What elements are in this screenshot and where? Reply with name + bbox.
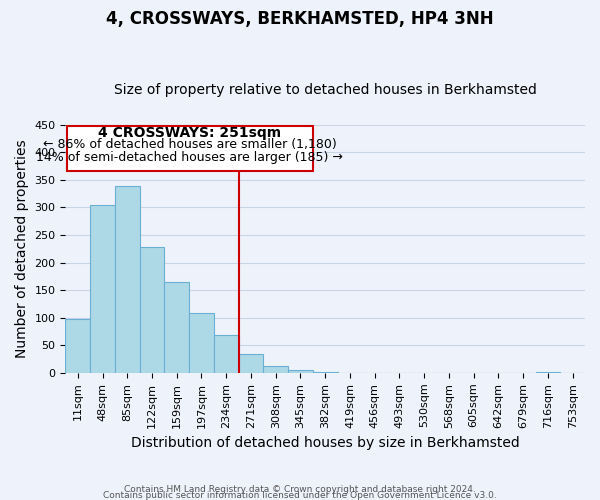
- Text: Contains public sector information licensed under the Open Government Licence v3: Contains public sector information licen…: [103, 490, 497, 500]
- Title: Size of property relative to detached houses in Berkhamsted: Size of property relative to detached ho…: [114, 83, 536, 97]
- Bar: [164, 282, 189, 373]
- Bar: [313, 372, 338, 373]
- Bar: [90, 204, 115, 373]
- Bar: [263, 366, 288, 373]
- Bar: [536, 372, 560, 373]
- Bar: [140, 247, 164, 373]
- Y-axis label: Number of detached properties: Number of detached properties: [15, 140, 29, 358]
- FancyBboxPatch shape: [67, 126, 313, 172]
- Bar: [288, 370, 313, 373]
- Bar: [115, 186, 140, 373]
- Bar: [214, 335, 239, 373]
- Text: 14% of semi-detached houses are larger (185) →: 14% of semi-detached houses are larger (…: [36, 150, 343, 164]
- X-axis label: Distribution of detached houses by size in Berkhamsted: Distribution of detached houses by size …: [131, 436, 520, 450]
- Bar: [65, 320, 90, 373]
- Text: Contains HM Land Registry data © Crown copyright and database right 2024.: Contains HM Land Registry data © Crown c…: [124, 484, 476, 494]
- Bar: [239, 354, 263, 373]
- Text: ← 86% of detached houses are smaller (1,180): ← 86% of detached houses are smaller (1,…: [43, 138, 337, 151]
- Bar: [189, 313, 214, 373]
- Text: 4 CROSSWAYS: 251sqm: 4 CROSSWAYS: 251sqm: [98, 126, 281, 140]
- Text: 4, CROSSWAYS, BERKHAMSTED, HP4 3NH: 4, CROSSWAYS, BERKHAMSTED, HP4 3NH: [106, 10, 494, 28]
